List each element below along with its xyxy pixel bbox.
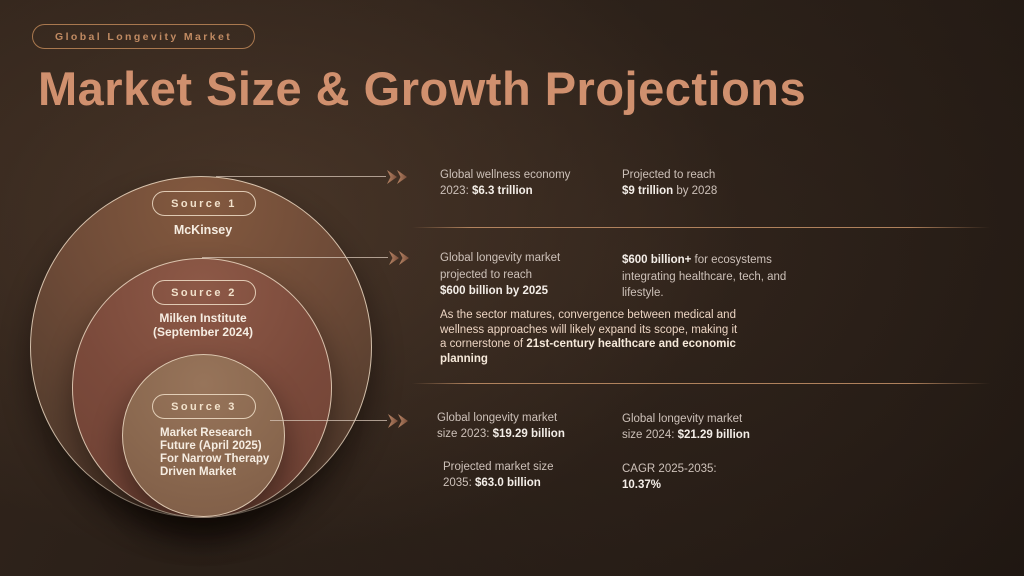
source-3-name-line4: Driven Market xyxy=(160,466,237,478)
sector-note-text: As the sector matures, convergence betwe… xyxy=(440,309,738,350)
source-2-pill: Source 2 xyxy=(152,280,256,305)
source-2-name: Milken Institute (September 2024) xyxy=(123,311,283,339)
connector-line-3 xyxy=(270,420,387,421)
source-2-name-line1: Milken Institute xyxy=(159,311,247,325)
category-badge: Global Longevity Market xyxy=(32,24,256,49)
stat-wellness-2028: Projected to reach $9 trillion by 2028 xyxy=(622,167,797,199)
connector-line-1 xyxy=(216,176,386,177)
stat-label: Projected to reach xyxy=(622,169,716,181)
source-3-name-line2: Future (April 2025) xyxy=(160,440,262,452)
page-title: Market Size & Growth Projections xyxy=(38,62,807,115)
stat-prefix: size 2023: xyxy=(437,428,493,440)
circle-source-3 xyxy=(122,354,285,517)
source-3-name-line1: Market Research xyxy=(160,427,253,439)
source-3-pill: Source 3 xyxy=(152,394,256,419)
stat-wellness-2023: Global wellness economy 2023: $6.3 trill… xyxy=(440,167,615,199)
stat-prefix: size 2024: xyxy=(622,429,678,441)
double-chevron-icon xyxy=(387,170,407,184)
sector-note: As the sector matures, convergence betwe… xyxy=(440,308,742,366)
source-1-pill-label: Source 1 xyxy=(171,197,237,210)
stat-label: Global longevity market xyxy=(440,252,561,264)
stat-value: $19.29 billion xyxy=(492,428,565,440)
stat-label: CAGR 2025-2035: xyxy=(622,463,717,475)
stat-label: Global wellness economy xyxy=(440,169,571,181)
stat-value: $600 billion+ xyxy=(622,254,692,266)
source-2-pill-label: Source 2 xyxy=(171,286,237,299)
stat-text: for ecosystems integrating healthcare, t… xyxy=(622,254,787,299)
stat-value: $6.3 trillion xyxy=(471,185,533,197)
source-1-pill: Source 1 xyxy=(152,191,256,216)
stat-size-2024: Global longevity market size 2024: $21.2… xyxy=(622,411,797,443)
section-divider xyxy=(412,227,990,228)
source-3-pill-label: Source 3 xyxy=(171,400,237,413)
connector-line-2 xyxy=(202,257,388,258)
stat-value: $21.29 billion xyxy=(677,429,750,441)
source-3-name: Market Research Future (April 2025) For … xyxy=(160,427,285,479)
stat-size-2035: Projected market size 2035: $63.0 billio… xyxy=(443,459,618,491)
stat-label: projected to reach xyxy=(440,268,533,281)
stat-prefix: 2035: xyxy=(443,477,475,489)
stat-prefix: 2023: xyxy=(440,185,472,197)
double-chevron-icon xyxy=(388,414,408,428)
sector-note-bold: 21st-century healthcare and economic pla… xyxy=(440,338,736,365)
stat-value: 10.37% xyxy=(622,479,662,491)
stat-value: $600 billion by 2025 xyxy=(440,285,549,297)
stat-value: $63.0 billion xyxy=(474,477,541,489)
stat-label: Projected market size xyxy=(443,461,554,473)
stat-value: $9 trillion xyxy=(622,185,674,197)
double-chevron-icon xyxy=(389,251,409,265)
stat-longevity-2025: Global longevity market projected to rea… xyxy=(440,250,615,300)
source-2-name-line2: (September 2024) xyxy=(152,324,254,339)
stat-label: Global longevity market xyxy=(622,413,743,425)
stat-cagr: CAGR 2025-2035: 10.37% xyxy=(622,461,797,493)
stat-suffix: by 2028 xyxy=(673,185,718,197)
section-divider xyxy=(412,383,990,384)
source-1-name: McKinsey xyxy=(173,223,233,237)
category-badge-label: Global Longevity Market xyxy=(55,30,233,43)
source-3-name-line3: For Narrow Therapy xyxy=(160,453,270,465)
stat-ecosystems: $600 billion+ for ecosystems integrating… xyxy=(622,252,807,302)
stat-label: Global longevity market xyxy=(437,412,558,424)
stat-size-2023: Global longevity market size 2023: $19.2… xyxy=(437,410,612,442)
